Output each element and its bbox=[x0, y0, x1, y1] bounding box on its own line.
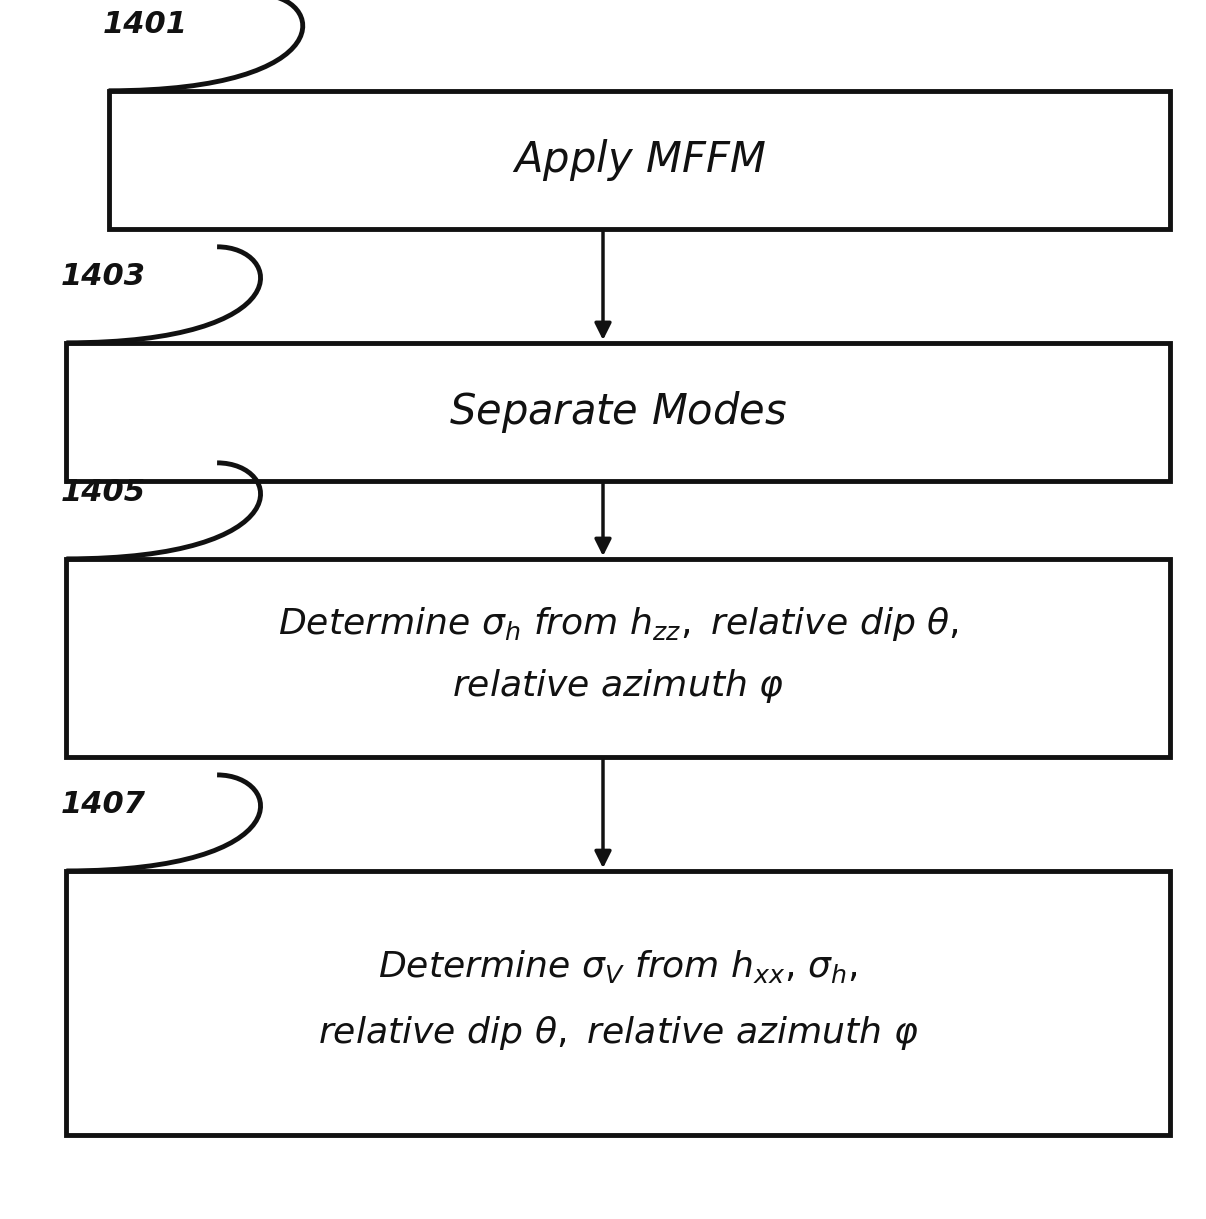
Bar bbox=[109, 90, 1170, 229]
Text: $\mathit{Apply\ MFFM}$: $\mathit{Apply\ MFFM}$ bbox=[513, 137, 766, 183]
Text: 1403: 1403 bbox=[60, 262, 145, 291]
Text: $\mathit{relative\ dip\ }\theta\mathit{,\ relative\ azimuth\ }\varphi$: $\mathit{relative\ dip\ }\theta\mathit{,… bbox=[317, 1014, 919, 1052]
Bar bbox=[66, 558, 1170, 757]
Bar bbox=[66, 343, 1170, 480]
Text: 1405: 1405 bbox=[60, 478, 145, 507]
Text: 1401: 1401 bbox=[103, 10, 187, 39]
Text: $\mathit{Determine}\ \sigma_V\ \mathit{from}\ h_{xx}\mathit{,}\ \sigma_h\mathit{: $\mathit{Determine}\ \sigma_V\ \mathit{f… bbox=[379, 948, 857, 985]
Text: $\mathit{Determine}\ \sigma_h\ \mathit{from}\ h_{zz}\mathit{,\ relative\ dip\ }\: $\mathit{Determine}\ \sigma_h\ \mathit{f… bbox=[277, 605, 959, 642]
Text: $\mathit{Separate\ Modes}$: $\mathit{Separate\ Modes}$ bbox=[449, 389, 788, 435]
Text: 1407: 1407 bbox=[60, 790, 145, 819]
Bar bbox=[66, 870, 1170, 1135]
Text: $\mathit{relative\ azimuth\ }\varphi$: $\mathit{relative\ azimuth\ }\varphi$ bbox=[452, 667, 784, 705]
